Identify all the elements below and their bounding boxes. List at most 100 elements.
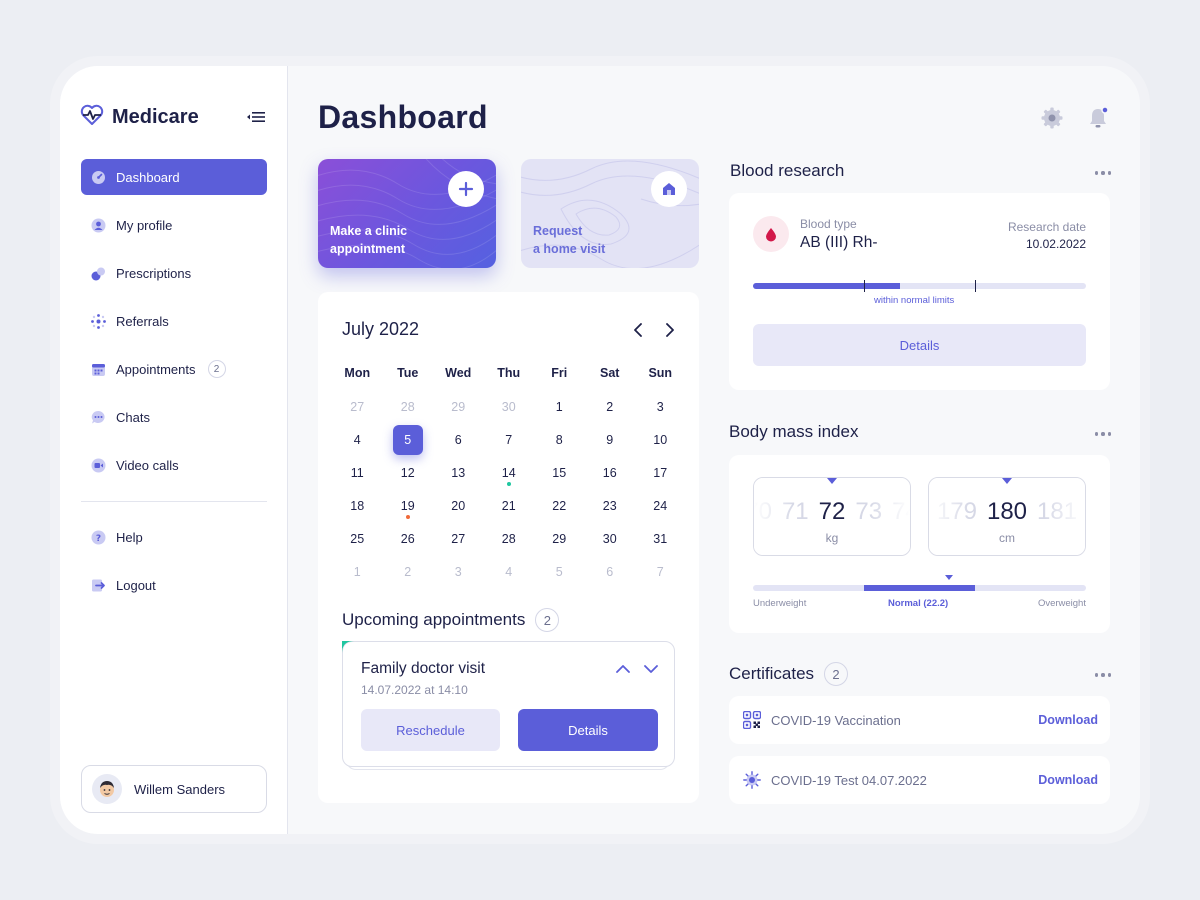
calendar-day[interactable]: 21 [501, 498, 516, 513]
svg-text:?: ? [96, 534, 101, 544]
sidebar-item-help[interactable]: ? Help [81, 519, 267, 555]
sidebar-divider [81, 501, 267, 502]
calendar-day[interactable]: 18 [350, 498, 365, 513]
home-label-line2: a home visit [533, 242, 606, 256]
gear-icon[interactable] [1040, 106, 1064, 130]
blood-details-button[interactable]: Details [753, 324, 1086, 366]
more-options-icon[interactable] [1095, 672, 1111, 678]
home-visit-label: Request a home visit [533, 222, 653, 258]
calendar-day[interactable]: 2 [606, 399, 614, 414]
clinic-appointment-card[interactable]: Make a clinic appointment [318, 159, 496, 268]
calendar-day[interactable]: 4 [353, 432, 361, 447]
bmi-title: Body mass index [729, 422, 858, 442]
add-appointment-button[interactable] [448, 171, 484, 207]
download-link[interactable]: Download [1038, 713, 1098, 727]
calendar-day-outside[interactable]: 6 [606, 564, 614, 579]
calendar-day-outside[interactable]: 5 [555, 564, 563, 579]
calendar-day[interactable]: 15 [552, 465, 567, 480]
calendar-day[interactable]: 8 [555, 432, 563, 447]
appointment-details-button[interactable]: Details [518, 709, 658, 751]
chevron-up-icon[interactable] [616, 662, 630, 676]
calendar-day[interactable]: 11 [350, 465, 364, 480]
calendar-day-cell: 29 [534, 522, 585, 555]
calendar-day-outside[interactable]: 28 [400, 399, 415, 414]
weekday-label: Sat [600, 365, 620, 380]
bmi-title-text: Body mass index [729, 422, 859, 441]
calendar-day[interactable]: 14 [501, 465, 516, 480]
calendar-day[interactable]: 29 [552, 531, 567, 546]
logout-icon [91, 578, 106, 593]
picker-fade [754, 478, 794, 555]
weekday-label: Mon [344, 365, 371, 380]
reschedule-button[interactable]: Reschedule [361, 709, 500, 751]
calendar-day[interactable]: 9 [606, 432, 614, 447]
collapse-menu-icon[interactable] [246, 110, 268, 126]
calendar-day[interactable]: 5 [392, 424, 423, 455]
weight-picker[interactable]: 70 71 72 73 74 kg [753, 477, 911, 556]
calendar-day[interactable]: 27 [451, 531, 466, 546]
calendar-day[interactable]: 26 [400, 531, 415, 546]
clinic-appointment-label: Make a clinic appointment [330, 222, 450, 258]
calendar-day[interactable]: 10 [653, 432, 668, 447]
calendar-day-outside[interactable]: 2 [404, 564, 412, 579]
bell-icon[interactable] [1086, 106, 1110, 130]
calendar-day[interactable]: 7 [505, 432, 513, 447]
calendar-panel: July 2022 Mon Tue Wed Thu Fri Sat Sun 27 28 29 30 1… [318, 292, 699, 803]
calendar-day-outside[interactable]: 30 [501, 399, 516, 414]
calendar-day[interactable]: 28 [501, 531, 516, 546]
sidebar-item-referrals[interactable]: Referrals [81, 303, 267, 339]
calendar-day[interactable]: 20 [451, 498, 466, 513]
calendar-day-cell: 7 [635, 555, 686, 588]
calendar-day-outside[interactable]: 27 [350, 399, 365, 414]
calendar-day[interactable]: 30 [602, 531, 617, 546]
calendar-day[interactable]: 22 [552, 498, 567, 513]
home-visit-card[interactable]: Request a home visit [521, 159, 699, 268]
blood-type-label: Blood type [800, 217, 857, 231]
heart-pulse-icon [80, 104, 104, 131]
download-link[interactable]: Download [1038, 773, 1098, 787]
more-options-icon[interactable] [1095, 431, 1111, 437]
chevron-right-icon[interactable] [660, 320, 680, 340]
calendar-day-cell: 1 [332, 555, 383, 588]
weekday-label: Fri [551, 365, 568, 380]
calendar-day-outside[interactable]: 4 [505, 564, 513, 579]
calendar-day[interactable]: 12 [400, 465, 415, 480]
user-profile-card[interactable]: Willem Sanders [81, 765, 267, 813]
blood-research-title: Blood research [730, 161, 844, 181]
home-visit-button[interactable] [651, 171, 687, 207]
calendar-day[interactable]: 16 [602, 465, 617, 480]
sidebar-item-dashboard[interactable]: Dashboard [81, 159, 267, 195]
calendar-day[interactable]: 31 [653, 531, 668, 546]
calendar-day-outside[interactable]: 1 [353, 564, 361, 579]
calendar-day[interactable]: 6 [454, 432, 462, 447]
calendar-day[interactable]: 13 [451, 465, 466, 480]
height-picker[interactable]: 0 179 180 181 1 cm [928, 477, 1086, 556]
calendar-day[interactable]: 24 [653, 498, 668, 513]
bmi-normal-range [864, 585, 975, 591]
appointment-pager [616, 662, 658, 676]
calendar-day-cell: 2 [383, 555, 434, 588]
sidebar-item-video-calls[interactable]: Video calls [81, 447, 267, 483]
brand[interactable]: Medicare [80, 104, 199, 131]
calendar-day-outside[interactable]: 3 [454, 564, 462, 579]
sidebar-item-my-profile[interactable]: My profile [81, 207, 267, 243]
picker-fade [870, 478, 910, 555]
calendar-day[interactable]: 25 [350, 531, 365, 546]
more-options-icon[interactable] [1095, 170, 1111, 176]
sidebar-item-logout[interactable]: Logout [81, 567, 267, 603]
sidebar-item-chats[interactable]: Chats [81, 399, 267, 435]
sidebar-item-prescriptions[interactable]: Prescriptions [81, 255, 267, 291]
sidebar-item-appointments[interactable]: Appointments 2 [81, 351, 267, 387]
calendar-day[interactable]: 19 [400, 498, 415, 513]
calendar-day-cell: 28 [383, 390, 434, 423]
calendar-day-outside[interactable]: 29 [451, 399, 466, 414]
calendar-day[interactable]: 17 [653, 465, 668, 480]
calendar-day[interactable]: 3 [656, 399, 664, 414]
chevron-down-icon[interactable] [644, 662, 658, 676]
blood-research-title-text: Blood research [730, 161, 845, 180]
calendar-day[interactable]: 1 [555, 399, 563, 414]
calendar-day-outside[interactable]: 7 [656, 564, 664, 579]
calendar-icon [91, 362, 106, 377]
calendar-day[interactable]: 23 [602, 498, 617, 513]
chevron-left-icon[interactable] [628, 320, 648, 340]
